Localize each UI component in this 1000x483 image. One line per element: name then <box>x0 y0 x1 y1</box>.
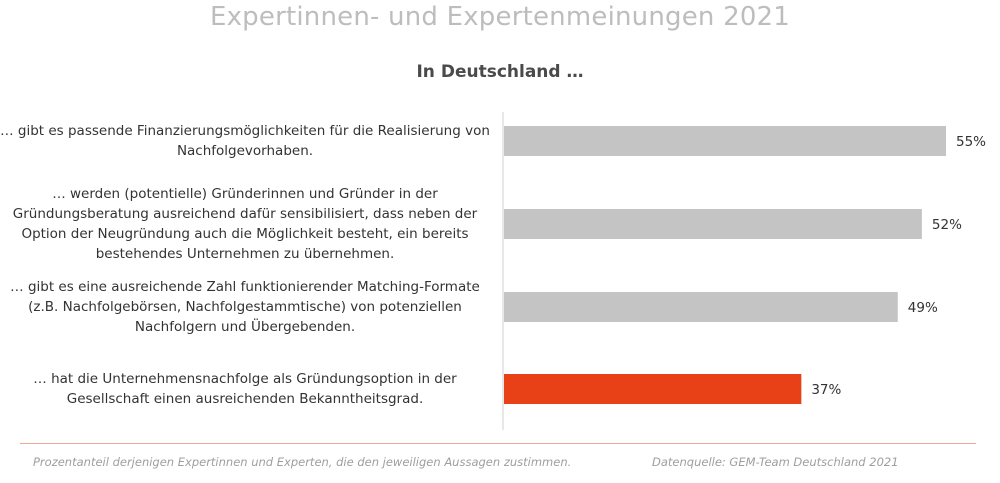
bar-value-label-2: 49% <box>908 300 938 316</box>
category-label-awareness: … hat die Unternehmensnachfolge als Grün… <box>33 371 457 407</box>
bar-value-label-1: 52% <box>932 217 962 233</box>
bar-value-label-3: 37% <box>811 382 841 398</box>
chart-subtitle: In Deutschland … <box>416 62 584 82</box>
bar-2 <box>504 292 898 322</box>
category-label-financing: … gibt es passende Finanzierungsmöglichk… <box>0 123 490 159</box>
footer-divider <box>20 443 976 444</box>
footer-note: Prozentanteil derjenigen Expertinnen und… <box>33 455 572 469</box>
category-label-matching: … gibt es eine ausreichende Zahl funktio… <box>10 279 480 335</box>
chart-title: Expertinnen- und Expertenmeinungen 2021 <box>209 2 791 32</box>
footer-source: Datenquelle: GEM-Team Deutschland 2021 <box>652 455 899 469</box>
category-label-counseling: … werden (potentielle) Gründerinnen und … <box>12 186 478 262</box>
bar-3 <box>504 374 802 404</box>
bar-value-label-0: 55% <box>956 134 986 150</box>
bar-1 <box>504 209 922 239</box>
bar-0 <box>504 126 946 156</box>
